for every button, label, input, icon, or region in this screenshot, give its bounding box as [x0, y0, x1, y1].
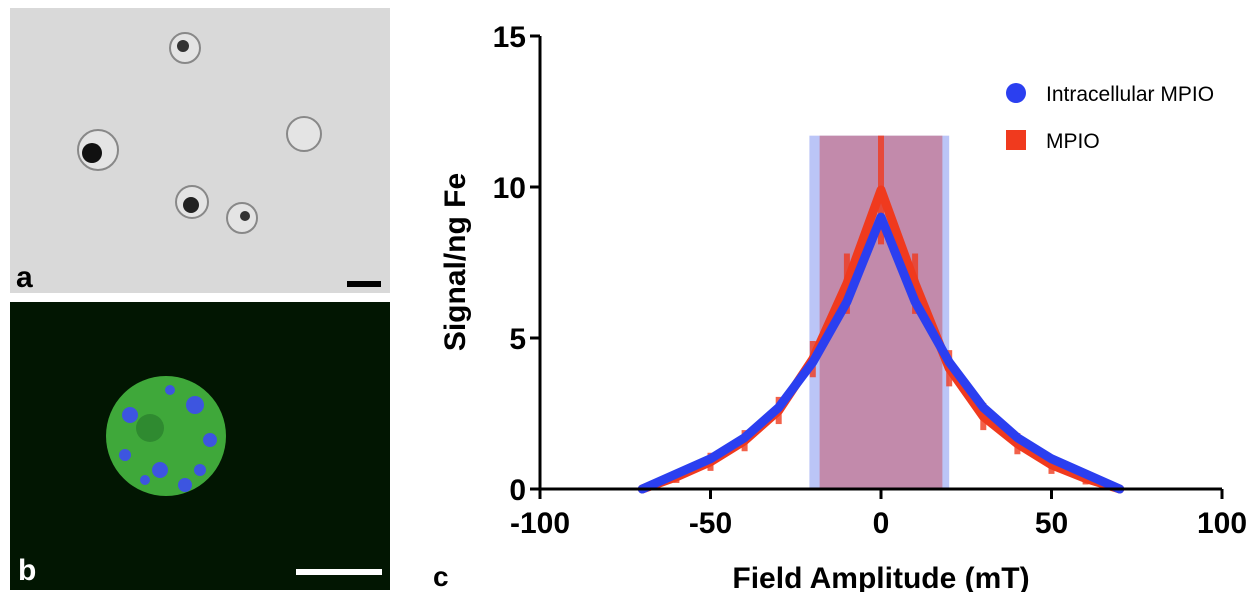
x-tick-label: 50	[1035, 507, 1068, 540]
panel-a-image: a	[10, 8, 390, 294]
y-tick-label: 15	[493, 21, 526, 54]
y-tick-label: 5	[509, 323, 526, 356]
x-axis-label: Field Amplitude (mT)	[732, 562, 1029, 592]
y-axis-label: Signal/ng Fe	[439, 173, 472, 351]
panel-b-image: b	[10, 302, 390, 590]
x-tick-label: -50	[689, 507, 732, 540]
y-tick-label: 0	[509, 474, 526, 507]
panel-label: c	[433, 561, 449, 592]
legend-label: Intracellular MPIO	[1046, 83, 1214, 106]
series-line	[637, 212, 1125, 494]
legend-marker	[1006, 130, 1026, 150]
panel-label: b	[18, 554, 36, 587]
y-tick-label: 10	[493, 172, 526, 205]
x-tick-label: 0	[873, 507, 890, 540]
legend-marker	[1006, 83, 1026, 103]
legend-label: MPIO	[1046, 130, 1100, 153]
panel-label: a	[16, 261, 33, 294]
x-tick-label: -100	[510, 507, 570, 540]
x-tick-label: 100	[1197, 507, 1247, 540]
